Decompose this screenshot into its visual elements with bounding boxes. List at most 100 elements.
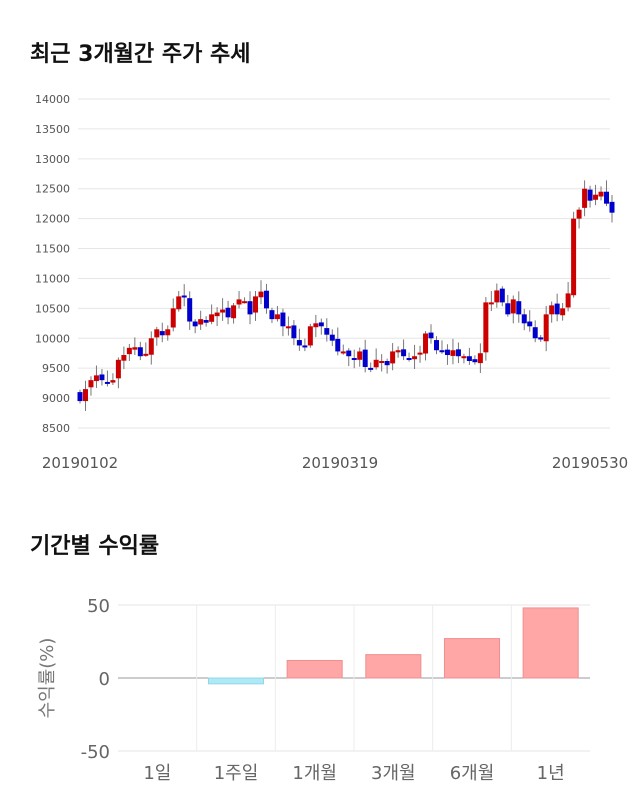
candle-body <box>110 380 116 383</box>
candle-body <box>82 389 88 402</box>
candle-body <box>560 308 566 316</box>
candle-body <box>549 305 555 315</box>
candle-body <box>428 332 434 339</box>
x-tick-label: 3개월 <box>371 763 416 784</box>
candle-body <box>510 299 516 314</box>
candle-body <box>384 361 390 366</box>
candle-body <box>439 350 445 353</box>
candle-body <box>203 320 209 323</box>
candle-body <box>412 356 418 360</box>
candle-body <box>247 301 253 315</box>
candle-body <box>198 319 204 325</box>
candle-body <box>609 201 615 213</box>
x-tick-label: 20190102 <box>42 454 118 472</box>
x-tick-label: 1주일 <box>214 763 259 784</box>
y-tick-label: 14000 <box>35 93 70 106</box>
candle-body <box>143 353 149 356</box>
candle-body <box>154 329 160 338</box>
candle-body <box>373 359 379 368</box>
candle-body <box>99 374 105 381</box>
y-tick-label: 11500 <box>35 243 70 256</box>
candle-body <box>483 302 489 353</box>
candle-body <box>181 295 187 298</box>
candle-body <box>324 328 330 335</box>
candle-body <box>450 350 456 356</box>
return-bar <box>286 659 343 679</box>
candle-body <box>170 308 176 328</box>
candle-body <box>280 312 286 327</box>
candle-body <box>242 301 248 304</box>
candle-body <box>582 188 588 208</box>
y-tick-label: 13000 <box>35 153 70 166</box>
candle-body <box>532 327 538 339</box>
candle-body <box>192 321 198 327</box>
y-tick-label: -50 <box>81 742 110 763</box>
candle-body <box>538 337 544 340</box>
candle-body <box>263 290 269 309</box>
x-tick-label: 1년 <box>537 763 565 784</box>
candle-body <box>335 338 341 352</box>
candle-body <box>587 189 593 201</box>
candle-body <box>527 321 533 327</box>
candle-body <box>159 331 165 336</box>
candle-body <box>395 350 401 353</box>
candle-body <box>313 323 319 328</box>
y-tick-label: 9000 <box>42 392 70 405</box>
x-tick-label: 6개월 <box>450 763 495 784</box>
candle-body <box>477 353 483 364</box>
candle-body <box>357 351 363 360</box>
candle-body <box>444 349 450 356</box>
candle-body <box>231 305 237 319</box>
candle-body <box>565 293 571 308</box>
candle-body <box>269 310 275 320</box>
candle-body <box>225 307 231 318</box>
price-trend-title: 최근 3개월간 주가 추세 <box>30 42 251 67</box>
candle-body <box>220 309 226 313</box>
candle-body <box>307 326 313 346</box>
candle-body <box>576 209 582 219</box>
x-tick-label: 20190530 <box>552 454 628 472</box>
candle-body <box>121 355 127 361</box>
return-bar <box>522 607 579 679</box>
candle-body <box>104 381 110 384</box>
return-bar <box>207 677 265 685</box>
y-tick-label: 12500 <box>35 183 70 196</box>
candle-body <box>505 303 511 315</box>
x-tick-label: 1개월 <box>292 763 337 784</box>
y-tick-label: 8500 <box>42 422 70 435</box>
candle-body <box>604 191 610 204</box>
candle-body <box>406 358 412 361</box>
x-tick-label: 1일 <box>143 763 171 784</box>
candle-body <box>543 314 549 342</box>
candle-body <box>258 291 264 298</box>
candle-body <box>554 303 560 315</box>
candle-body <box>132 347 138 350</box>
candle-body <box>521 314 527 324</box>
candle-body <box>93 375 99 382</box>
candle-body <box>115 359 121 379</box>
candle-body <box>88 380 94 388</box>
returns-bar-chart: 50 0 -50 1일 1주일 1개월 3개월 6개월 1년 수익률(%) <box>37 596 590 784</box>
candle-body <box>291 325 297 339</box>
y-axis-label: 수익률(%) <box>37 638 58 719</box>
candle-body <box>571 218 577 296</box>
candle-body <box>165 329 171 336</box>
candle-body <box>187 298 193 322</box>
candle-body <box>236 299 242 305</box>
candle-body <box>494 290 500 303</box>
y-tick-label: 12000 <box>35 213 70 226</box>
candle-body <box>351 358 357 361</box>
candle-body <box>340 351 346 354</box>
candle-body <box>461 356 467 359</box>
candlestick-chart: 14000 13500 13000 12500 12000 11500 11000 10500… <box>35 93 628 472</box>
y-tick-label: 10500 <box>35 302 70 315</box>
candle-body <box>148 338 154 355</box>
y-tick-label: 11000 <box>35 272 70 285</box>
candle-body <box>379 361 385 364</box>
candle-body <box>390 351 396 364</box>
candle-body <box>209 314 215 322</box>
candle-body <box>296 340 302 346</box>
candle-body <box>466 356 472 362</box>
y-tick-label: 10000 <box>35 332 70 345</box>
candle-body <box>593 194 599 200</box>
